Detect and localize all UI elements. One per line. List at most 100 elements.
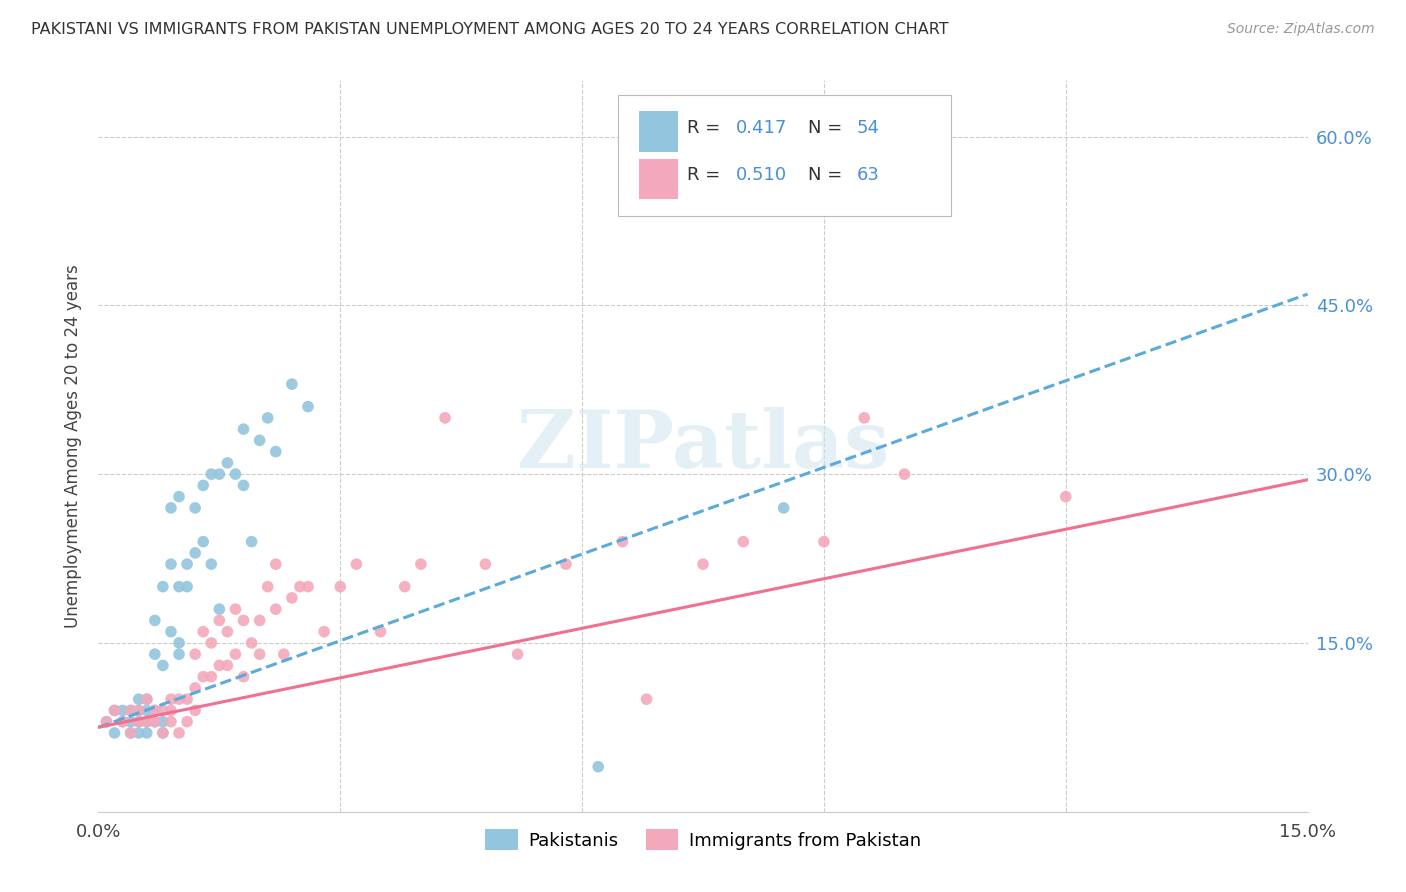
Point	[120, 726, 142, 740]
Point	[103, 703, 125, 717]
Point	[120, 714, 142, 729]
Point	[249, 434, 271, 448]
Point	[160, 624, 183, 639]
Point	[297, 400, 319, 414]
Point	[152, 658, 174, 673]
Point	[249, 647, 271, 661]
Text: Source: ZipAtlas.com: Source: ZipAtlas.com	[1227, 22, 1375, 37]
Point	[167, 692, 190, 706]
Point	[200, 670, 222, 684]
Y-axis label: Unemployment Among Ages 20 to 24 years: Unemployment Among Ages 20 to 24 years	[63, 264, 82, 628]
Point	[160, 692, 183, 706]
Point	[96, 714, 118, 729]
Bar	[638, 112, 678, 152]
Point	[160, 557, 183, 571]
Point	[264, 557, 287, 571]
Point	[232, 670, 254, 684]
Point	[224, 647, 246, 661]
Point	[208, 614, 231, 628]
Point	[733, 534, 755, 549]
Point	[224, 602, 246, 616]
Point	[281, 377, 304, 392]
Point	[200, 467, 222, 482]
Point	[128, 692, 150, 706]
Point	[232, 614, 254, 628]
Point	[240, 534, 263, 549]
Text: 0.510: 0.510	[735, 167, 787, 185]
Text: N =: N =	[808, 119, 848, 136]
Point	[176, 714, 198, 729]
Point	[152, 714, 174, 729]
Point	[160, 714, 183, 729]
Point	[111, 714, 134, 729]
Point	[217, 456, 239, 470]
Point	[120, 703, 142, 717]
Point	[135, 726, 157, 740]
Legend: Pakistanis, Immigrants from Pakistan: Pakistanis, Immigrants from Pakistan	[478, 822, 928, 857]
Point	[103, 703, 125, 717]
Point	[813, 129, 835, 144]
Point	[184, 703, 207, 717]
Bar	[638, 159, 678, 199]
Point	[217, 658, 239, 673]
Point	[555, 557, 578, 571]
Point	[344, 557, 367, 571]
Point	[224, 467, 246, 482]
Point	[120, 703, 142, 717]
Point	[193, 478, 215, 492]
Point	[184, 681, 207, 695]
Point	[143, 714, 166, 729]
Point	[256, 580, 278, 594]
Point	[184, 500, 207, 515]
FancyBboxPatch shape	[619, 95, 950, 216]
Point	[128, 703, 150, 717]
Point	[1054, 490, 1077, 504]
Text: R =: R =	[688, 119, 727, 136]
Point	[128, 703, 150, 717]
Point	[176, 557, 198, 571]
Point	[167, 647, 190, 661]
Point	[111, 714, 134, 729]
Point	[329, 580, 352, 594]
Point	[111, 703, 134, 717]
Point	[314, 624, 336, 639]
Point	[217, 624, 239, 639]
Point	[394, 580, 416, 594]
Point	[152, 580, 174, 594]
Point	[813, 534, 835, 549]
Point	[586, 760, 609, 774]
Point	[893, 467, 915, 482]
Point	[193, 670, 215, 684]
Point	[273, 647, 295, 661]
Point	[264, 444, 287, 458]
Point	[128, 726, 150, 740]
Point	[853, 410, 876, 425]
Point	[176, 692, 198, 706]
Point	[612, 534, 634, 549]
Point	[160, 500, 183, 515]
Point	[297, 580, 319, 594]
Point	[120, 726, 142, 740]
Point	[135, 692, 157, 706]
Point	[143, 647, 166, 661]
Point	[636, 692, 658, 706]
Point	[128, 714, 150, 729]
Point	[232, 422, 254, 436]
Point	[184, 546, 207, 560]
Point	[135, 692, 157, 706]
Point	[152, 726, 174, 740]
Point	[474, 557, 496, 571]
Point	[264, 602, 287, 616]
Point	[160, 703, 183, 717]
Point	[103, 726, 125, 740]
Point	[506, 647, 529, 661]
Point	[772, 500, 794, 515]
Point	[434, 410, 457, 425]
Point	[256, 410, 278, 425]
Point	[288, 580, 311, 594]
Point	[167, 726, 190, 740]
Point	[135, 703, 157, 717]
Point	[152, 703, 174, 717]
Point	[409, 557, 432, 571]
Point	[692, 557, 714, 571]
